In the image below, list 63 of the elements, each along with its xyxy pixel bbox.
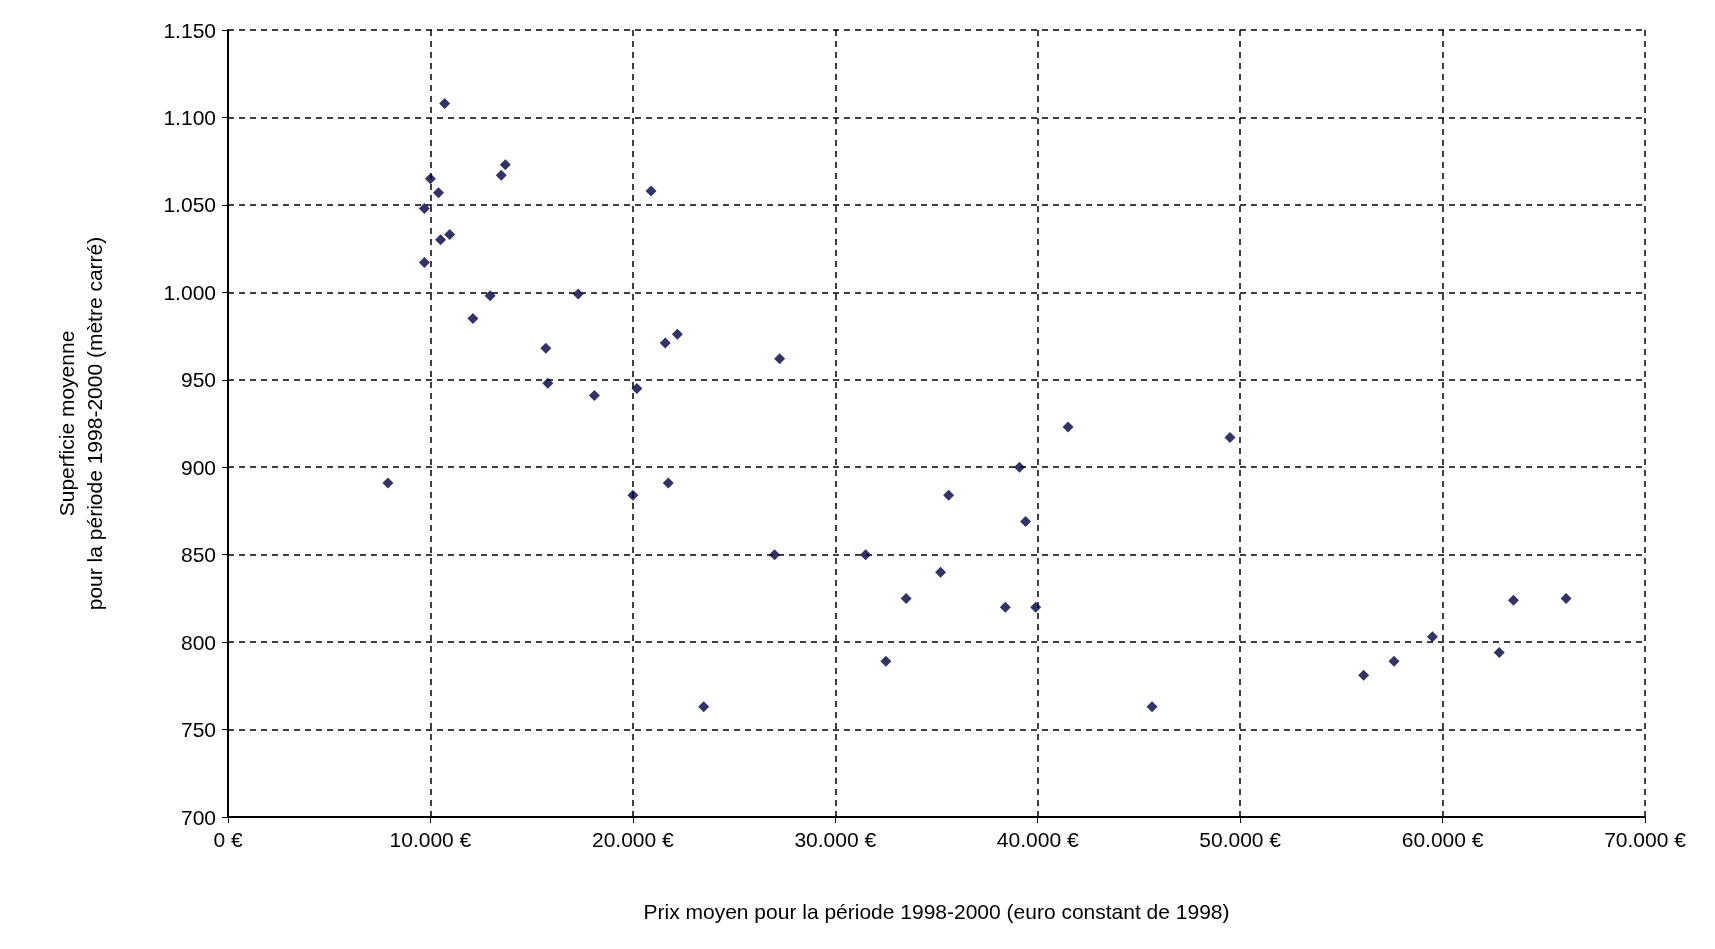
point	[418, 257, 430, 269]
y-tick-label: 1.050	[163, 193, 216, 217]
x-axis-title: Prix moyen pour la période 1998-2000 (euro constant de 1998)	[643, 899, 1230, 923]
point	[1426, 631, 1438, 643]
point	[860, 549, 872, 561]
point	[1062, 421, 1074, 433]
x-tick-label: 50.000 €	[1199, 828, 1282, 851]
point	[495, 169, 507, 181]
point	[1388, 655, 1400, 667]
x-tick-label: 30.000 €	[794, 828, 877, 851]
point	[1493, 647, 1505, 659]
y-tick-label: 1.000	[163, 280, 216, 304]
point	[572, 288, 584, 300]
point	[662, 477, 674, 489]
point	[1224, 431, 1236, 443]
x-tick-label: 70.000 €	[1604, 828, 1687, 851]
y-tick-label: 950	[180, 368, 216, 392]
y-tick-label: 900	[180, 455, 216, 479]
point	[467, 313, 479, 325]
y-tick-label: 750	[180, 718, 216, 742]
point	[540, 342, 552, 354]
point	[769, 549, 781, 561]
y-tick-label: 1.100	[163, 105, 216, 129]
point	[1507, 594, 1519, 606]
point	[900, 592, 912, 604]
point	[484, 290, 496, 302]
x-tick-label: 60.000 €	[1401, 828, 1484, 851]
x-tick-label: 0 €	[213, 828, 243, 851]
point	[542, 377, 554, 389]
point	[439, 97, 451, 109]
point	[433, 187, 445, 199]
point	[1146, 701, 1158, 713]
point	[935, 566, 947, 578]
point	[424, 173, 436, 185]
y-tick-label: 850	[180, 543, 216, 567]
y-tick-label: 800	[180, 630, 216, 654]
point	[1020, 515, 1032, 527]
point	[418, 202, 430, 214]
point	[631, 383, 643, 395]
y-axis-title: Superficie moyenne pour la période 1998-2000 (mètre carré)	[54, 236, 106, 611]
y-tick-label: 1.150	[163, 18, 216, 42]
point	[698, 701, 710, 713]
x-tick-label: 10.000 €	[389, 828, 472, 851]
point	[880, 655, 892, 667]
point	[774, 353, 786, 365]
point	[627, 489, 639, 501]
point	[671, 328, 683, 340]
point	[382, 477, 394, 489]
x-tick-label: 20.000 €	[591, 828, 675, 851]
point	[1358, 669, 1370, 681]
point	[435, 234, 447, 246]
y-tick-label: 700	[180, 805, 216, 829]
point	[499, 159, 511, 171]
point	[999, 601, 1011, 613]
point	[659, 337, 671, 349]
point	[1014, 461, 1025, 473]
point	[1560, 592, 1572, 604]
point	[645, 185, 657, 197]
x-tick-label: 40.000 €	[996, 828, 1079, 851]
point	[588, 390, 600, 402]
point	[1030, 601, 1042, 613]
point	[943, 489, 955, 501]
point	[444, 229, 456, 241]
